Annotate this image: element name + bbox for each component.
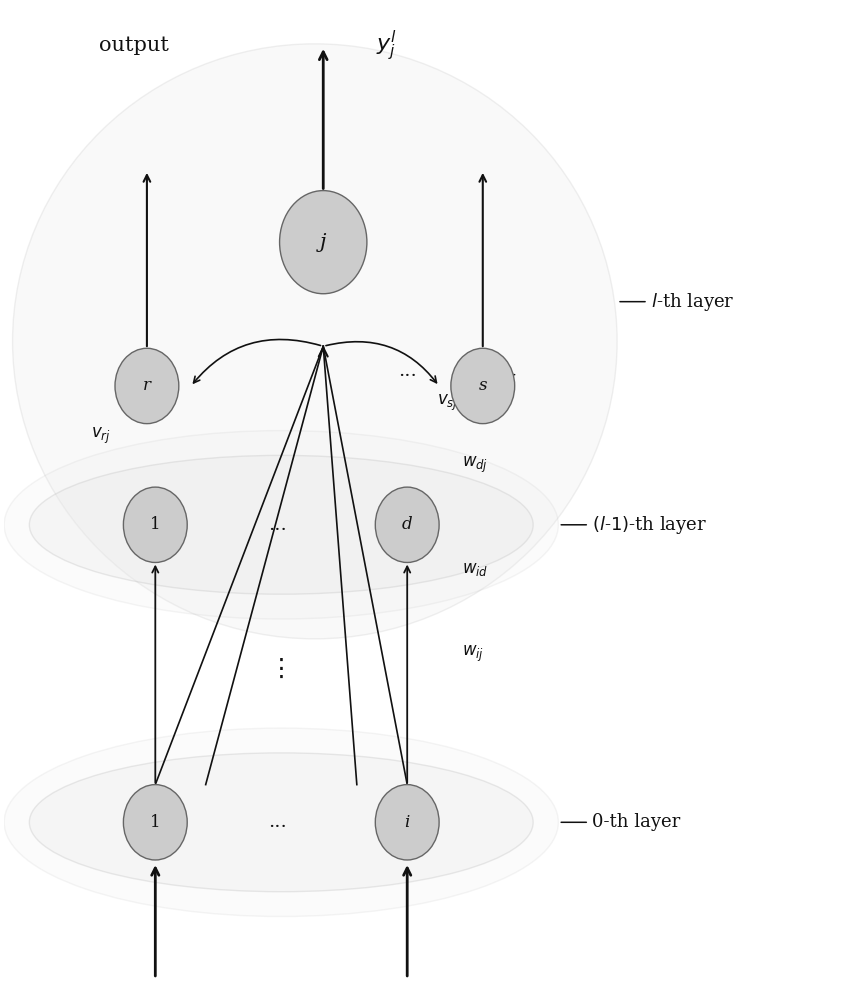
Circle shape <box>376 785 439 860</box>
Text: output: output <box>99 36 170 55</box>
Text: $v_{sj}$: $v_{sj}$ <box>437 393 458 413</box>
FancyArrowPatch shape <box>319 348 327 357</box>
Text: ...: ... <box>398 362 416 380</box>
FancyArrowPatch shape <box>193 339 321 383</box>
Text: ...: ... <box>268 813 287 831</box>
Ellipse shape <box>30 455 533 594</box>
Circle shape <box>280 191 367 294</box>
Text: $w_{id}$: $w_{id}$ <box>462 561 488 578</box>
FancyArrowPatch shape <box>153 566 159 783</box>
Text: $v_{rj}$: $v_{rj}$ <box>91 425 110 446</box>
FancyArrowPatch shape <box>320 52 327 189</box>
Circle shape <box>115 348 179 424</box>
Ellipse shape <box>4 431 558 619</box>
Text: 1: 1 <box>150 516 160 533</box>
Text: $l$-th layer: $l$-th layer <box>620 291 734 313</box>
Ellipse shape <box>4 728 558 916</box>
Text: $w_{dj}$: $w_{dj}$ <box>462 455 488 475</box>
FancyArrowPatch shape <box>143 175 150 346</box>
Text: ...: ... <box>268 516 287 534</box>
Ellipse shape <box>13 44 617 639</box>
FancyArrowPatch shape <box>477 375 515 415</box>
Ellipse shape <box>30 753 533 892</box>
Text: i: i <box>404 814 410 831</box>
FancyArrowPatch shape <box>404 868 410 976</box>
Text: j: j <box>320 233 326 252</box>
Text: 1: 1 <box>150 814 160 831</box>
Text: s: s <box>478 377 487 394</box>
Text: r: r <box>143 377 151 394</box>
Circle shape <box>124 487 187 562</box>
FancyArrowPatch shape <box>152 868 159 976</box>
Circle shape <box>124 785 187 860</box>
FancyArrowPatch shape <box>404 566 410 783</box>
FancyArrowPatch shape <box>479 175 486 346</box>
FancyArrowPatch shape <box>326 342 437 383</box>
Text: $(l$-$1)$-th layer: $(l$-$1)$-th layer <box>561 514 707 536</box>
Text: ⋮: ⋮ <box>269 657 293 681</box>
FancyArrowPatch shape <box>117 371 153 416</box>
Text: $y_j^l$: $y_j^l$ <box>376 29 397 63</box>
Circle shape <box>376 487 439 562</box>
Circle shape <box>451 348 515 424</box>
Text: $w_{ij}$: $w_{ij}$ <box>462 644 484 664</box>
Text: d: d <box>402 516 412 533</box>
Text: 0-th layer: 0-th layer <box>561 813 680 831</box>
